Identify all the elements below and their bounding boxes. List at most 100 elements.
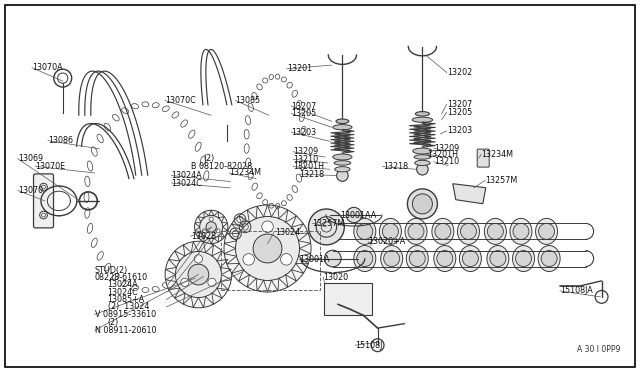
Text: 13218: 13218 <box>300 170 324 179</box>
Text: 13210: 13210 <box>434 157 459 166</box>
Circle shape <box>195 255 202 263</box>
Circle shape <box>200 215 223 238</box>
Ellipse shape <box>333 125 352 130</box>
Circle shape <box>356 223 372 240</box>
Circle shape <box>462 250 478 267</box>
Bar <box>324 283 372 315</box>
Text: 13070C: 13070C <box>165 96 196 105</box>
Circle shape <box>324 250 341 267</box>
Ellipse shape <box>460 246 481 272</box>
Polygon shape <box>452 184 486 204</box>
Text: 13207: 13207 <box>291 102 316 110</box>
Circle shape <box>206 222 216 232</box>
Text: 13210: 13210 <box>293 155 318 164</box>
Circle shape <box>436 250 452 267</box>
Text: 13234M: 13234M <box>229 169 261 177</box>
Text: 13001AA: 13001AA <box>340 211 377 219</box>
Circle shape <box>308 209 344 245</box>
Text: 13020: 13020 <box>323 273 348 282</box>
Text: 13028: 13028 <box>191 232 216 241</box>
Text: 13070E: 13070E <box>35 162 65 171</box>
Circle shape <box>408 223 424 240</box>
Ellipse shape <box>334 161 351 165</box>
Circle shape <box>346 207 362 223</box>
Circle shape <box>515 250 531 267</box>
Ellipse shape <box>414 155 431 159</box>
Text: 13205: 13205 <box>291 109 316 118</box>
Text: N 08911-20610: N 08911-20610 <box>95 326 156 335</box>
Ellipse shape <box>354 246 376 272</box>
Text: 13085+A: 13085+A <box>108 295 145 304</box>
Text: 08228-61610: 08228-61610 <box>95 273 148 282</box>
Text: 13069: 13069 <box>18 154 43 163</box>
Ellipse shape <box>434 246 456 272</box>
Text: 13203: 13203 <box>291 128 316 137</box>
Circle shape <box>410 250 425 267</box>
Text: 13203: 13203 <box>447 126 472 135</box>
Text: A 30 I 0PP9: A 30 I 0PP9 <box>577 345 620 354</box>
Text: 13024: 13024 <box>275 228 300 237</box>
Circle shape <box>180 278 189 286</box>
Circle shape <box>435 223 451 240</box>
Ellipse shape <box>510 218 532 244</box>
Text: 13024A: 13024A <box>172 171 202 180</box>
Text: 13201: 13201 <box>287 64 312 73</box>
Circle shape <box>243 254 255 265</box>
Text: 13085: 13085 <box>236 96 260 105</box>
Ellipse shape <box>380 218 401 244</box>
Ellipse shape <box>333 154 352 160</box>
Text: 13201H: 13201H <box>428 150 458 159</box>
Text: 13209: 13209 <box>434 144 459 153</box>
Circle shape <box>209 217 213 221</box>
Text: (2): (2) <box>108 318 119 327</box>
Circle shape <box>208 278 216 286</box>
Ellipse shape <box>513 246 534 272</box>
Text: 15108J: 15108J <box>355 341 383 350</box>
Ellipse shape <box>354 218 376 244</box>
Circle shape <box>417 164 428 175</box>
Text: 13024C: 13024C <box>172 179 202 187</box>
Circle shape <box>412 194 433 214</box>
Circle shape <box>538 223 554 240</box>
Text: 13257M: 13257M <box>485 176 517 185</box>
FancyBboxPatch shape <box>33 174 54 228</box>
Circle shape <box>195 210 228 244</box>
Circle shape <box>383 250 399 267</box>
Circle shape <box>541 250 557 267</box>
Text: B 08120-82028: B 08120-82028 <box>191 162 252 171</box>
Circle shape <box>202 229 207 233</box>
Circle shape <box>175 251 221 298</box>
Ellipse shape <box>484 218 506 244</box>
Ellipse shape <box>413 148 432 154</box>
Text: 13020+A: 13020+A <box>368 237 405 246</box>
Circle shape <box>337 170 348 181</box>
Circle shape <box>216 229 220 233</box>
Ellipse shape <box>536 218 557 244</box>
FancyBboxPatch shape <box>477 149 489 167</box>
Text: 13024A: 13024A <box>108 280 138 289</box>
Ellipse shape <box>458 218 479 244</box>
Text: 13070A: 13070A <box>32 63 63 72</box>
Text: 13086: 13086 <box>48 136 73 145</box>
Circle shape <box>224 205 311 292</box>
Text: 13205: 13205 <box>447 108 472 117</box>
Circle shape <box>262 221 273 232</box>
Circle shape <box>356 250 372 267</box>
Ellipse shape <box>415 160 430 166</box>
Text: 13070: 13070 <box>18 186 43 195</box>
Text: STUD(2): STUD(2) <box>95 266 128 275</box>
Circle shape <box>382 223 398 240</box>
Circle shape <box>188 264 209 285</box>
Circle shape <box>165 241 232 308</box>
Text: 13024C: 13024C <box>108 288 138 296</box>
Text: 15108JA: 15108JA <box>560 286 593 295</box>
Text: (2): (2) <box>204 154 215 163</box>
Circle shape <box>513 223 529 240</box>
Circle shape <box>487 223 503 240</box>
Text: 13201H: 13201H <box>293 162 324 171</box>
Text: 13234M: 13234M <box>481 150 513 159</box>
Ellipse shape <box>406 246 428 272</box>
Text: (2)  13024: (2) 13024 <box>108 302 149 311</box>
Ellipse shape <box>415 112 429 116</box>
Circle shape <box>460 223 476 240</box>
